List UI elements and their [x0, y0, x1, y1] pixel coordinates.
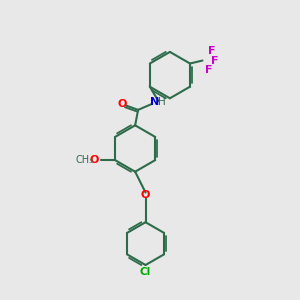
- Text: N: N: [150, 97, 159, 107]
- Text: O: O: [140, 190, 150, 200]
- Text: Cl: Cl: [140, 267, 151, 277]
- Text: H: H: [158, 97, 166, 107]
- Text: F: F: [208, 46, 216, 56]
- Text: CH₃: CH₃: [75, 154, 93, 164]
- Text: O: O: [90, 154, 99, 164]
- Text: O: O: [117, 99, 127, 109]
- Text: F: F: [205, 65, 213, 75]
- Text: F: F: [211, 56, 219, 66]
